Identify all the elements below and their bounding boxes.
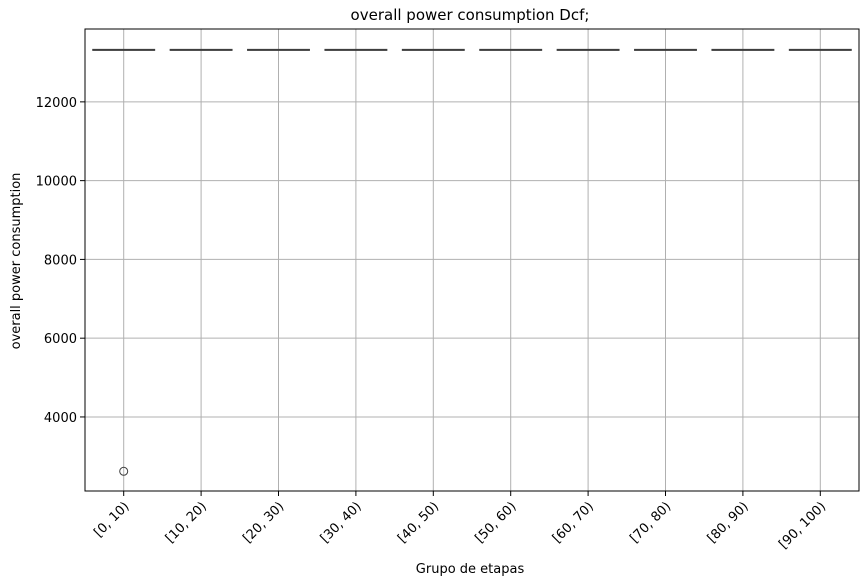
plot-frame xyxy=(84,28,860,492)
chart-title: overall power consumption Dcf; xyxy=(351,6,590,24)
y-tick-label: 4000 xyxy=(44,411,77,426)
grid-lines xyxy=(85,29,859,491)
x-tick-label: [50, 60) xyxy=(473,499,520,546)
x-tick-label: [40, 50) xyxy=(395,499,442,546)
y-tick-label: 10000 xyxy=(36,175,77,190)
x-tick-label: [30, 40) xyxy=(318,499,365,546)
x-tick-label: [70, 80) xyxy=(627,499,674,546)
y-axis-ticks: 4000 6000 8000 10000 12000 xyxy=(36,96,85,426)
outlier-point xyxy=(119,466,129,476)
y-tick-label: 8000 xyxy=(44,253,77,268)
x-tick-label: [80, 90) xyxy=(705,499,752,546)
y-tick-label: 12000 xyxy=(36,96,77,111)
x-tick-label: [90, 100) xyxy=(776,499,829,552)
x-axis-label: Grupo de etapas xyxy=(416,562,525,577)
x-tick-label: [60, 70) xyxy=(550,499,597,546)
y-axis-label: overall power consumption xyxy=(9,173,24,350)
outlier-points xyxy=(119,466,129,476)
x-tick-label: [10, 20) xyxy=(163,499,210,546)
y-tick-label: 6000 xyxy=(44,332,77,347)
x-axis-ticks: [0, 10) [10, 20) [20, 30) [30, 40) [40, 50) [… xyxy=(91,491,829,552)
x-tick-label: [20, 30) xyxy=(240,499,287,546)
x-tick-label: [0, 10) xyxy=(91,499,132,540)
box-plot-series xyxy=(92,48,852,51)
